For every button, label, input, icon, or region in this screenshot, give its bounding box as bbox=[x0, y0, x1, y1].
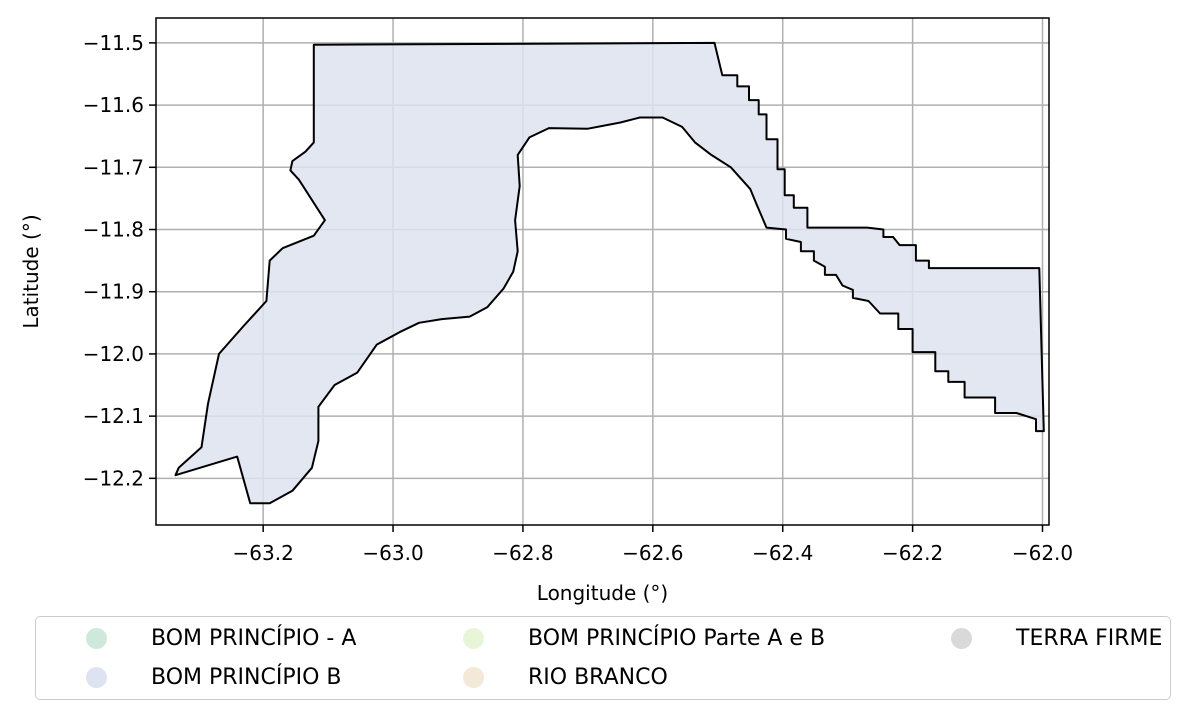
axes-frame bbox=[155, 17, 1050, 526]
y-tick-label: −12.2 bbox=[83, 466, 144, 490]
legend-label: TERRA FIRME bbox=[1016, 625, 1163, 651]
x-tick-label: −63.2 bbox=[233, 541, 294, 565]
x-tick-label: −63.0 bbox=[362, 541, 423, 565]
x-tick-label: −62.8 bbox=[492, 541, 553, 565]
legend-item-terra-firme: TERRA FIRME bbox=[951, 623, 1162, 653]
y-axis-label: Latitude (°) bbox=[19, 214, 43, 328]
legend-marker bbox=[86, 627, 107, 649]
y-tick-label: −11.7 bbox=[83, 155, 144, 179]
x-axis-label: Longitude (°) bbox=[537, 581, 668, 605]
legend-item-rio-branco: RIO BRANCO bbox=[463, 662, 668, 692]
y-tick-label: −11.5 bbox=[83, 31, 144, 55]
legend-marker bbox=[463, 627, 484, 649]
legend: BOM PRINCÍPIO - A BOM PRINCÍPIO B BOM PR… bbox=[35, 616, 1171, 700]
legend-item-bom-principio-a: BOM PRINCÍPIO - A bbox=[86, 623, 356, 653]
legend-label: BOM PRINCÍPIO Parte A e B bbox=[528, 625, 826, 651]
legend-marker bbox=[951, 627, 972, 649]
y-tick-label: −11.6 bbox=[83, 93, 144, 117]
legend-label: RIO BRANCO bbox=[528, 664, 668, 690]
y-tick-label: −12.1 bbox=[83, 404, 144, 428]
legend-label: BOM PRINCÍPIO B bbox=[151, 664, 342, 690]
x-tick-label: −62.2 bbox=[882, 541, 943, 565]
legend-marker bbox=[86, 666, 107, 688]
x-tick-label: −62.6 bbox=[622, 541, 683, 565]
y-tick-label: −11.9 bbox=[83, 280, 144, 304]
x-tick-label: −62.4 bbox=[752, 541, 813, 565]
municipality-boundary bbox=[174, 41, 1045, 505]
y-tick-label: −11.8 bbox=[83, 218, 144, 242]
x-tick-label: −62.0 bbox=[1012, 541, 1073, 565]
y-tick-label: −12.0 bbox=[83, 342, 144, 366]
legend-marker bbox=[463, 666, 484, 688]
bom-principio-b-area bbox=[175, 42, 1044, 504]
legend-label: BOM PRINCÍPIO - A bbox=[151, 625, 357, 651]
legend-item-bom-principio-parte-a-e-b: BOM PRINCÍPIO Parte A e B bbox=[463, 623, 825, 653]
axis-ticks: −63.2 −63.0 −62.8 −62.6 −62.4 −62.2 −62.0 −11.5… bbox=[83, 31, 1073, 565]
legend-item-bom-principio-b: BOM PRINCÍPIO B bbox=[86, 662, 342, 692]
